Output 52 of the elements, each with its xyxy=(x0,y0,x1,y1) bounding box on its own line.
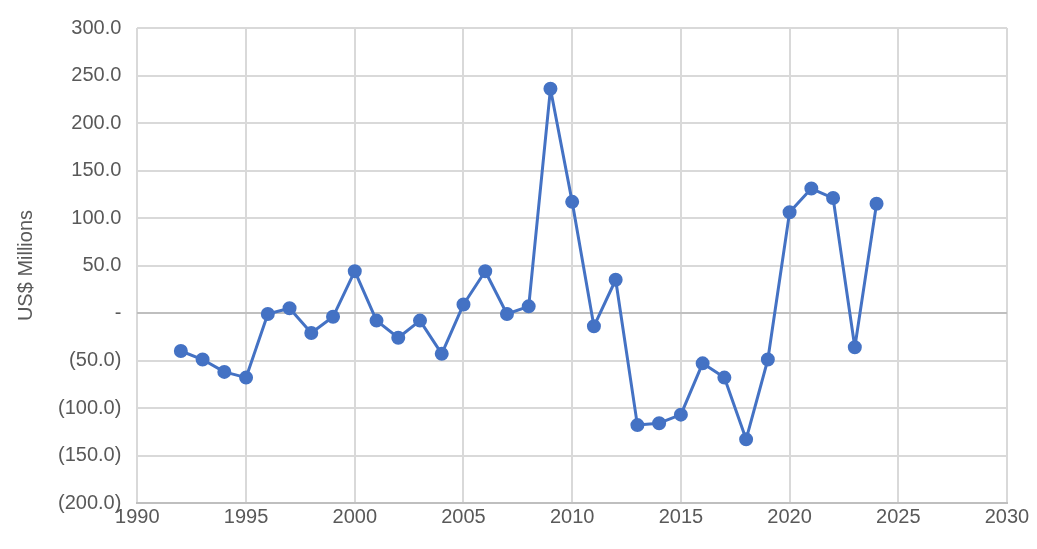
y-tick-label: 300.0 xyxy=(71,15,122,38)
y-tick-label: 150.0 xyxy=(71,158,122,181)
point xyxy=(347,264,362,279)
y-tick-label: 200.0 xyxy=(71,110,122,133)
x-tick-label: 2005 xyxy=(441,504,486,527)
y-tick-label: - xyxy=(114,300,122,323)
point xyxy=(173,344,188,358)
y-tick-label: 100.0 xyxy=(71,205,122,228)
point xyxy=(304,325,319,340)
point xyxy=(478,264,493,279)
y-axis-title: US$ Millions xyxy=(13,209,36,322)
x-tick-label: 2030 xyxy=(984,504,1030,527)
point xyxy=(282,301,297,316)
point xyxy=(456,297,471,312)
x-tick-label: 2010 xyxy=(549,504,595,527)
point xyxy=(739,432,754,447)
point xyxy=(760,352,775,367)
point xyxy=(195,352,210,367)
point xyxy=(695,356,710,371)
y-tick-label: 250.0 xyxy=(71,63,122,86)
point xyxy=(217,364,232,379)
point xyxy=(804,181,819,196)
point xyxy=(652,416,667,431)
point xyxy=(782,205,797,220)
point xyxy=(565,194,580,209)
y-tick-label: (100.0) xyxy=(57,395,122,418)
y-tick-label: (150.0) xyxy=(57,443,122,466)
point xyxy=(673,407,688,422)
point xyxy=(260,306,275,321)
point xyxy=(391,330,406,345)
point xyxy=(499,306,514,321)
point xyxy=(847,340,862,355)
point xyxy=(543,81,558,96)
point xyxy=(586,319,601,334)
point xyxy=(608,272,623,287)
point xyxy=(413,313,427,328)
point xyxy=(717,370,732,385)
point xyxy=(630,418,645,433)
x-tick-label: 2020 xyxy=(767,504,812,527)
point xyxy=(521,299,536,314)
point xyxy=(239,370,254,385)
x-tick-label: 2025 xyxy=(876,504,921,527)
x-tick-label: 2015 xyxy=(658,504,704,527)
point xyxy=(326,309,341,324)
point xyxy=(869,196,884,211)
y-tick-label: (50.0) xyxy=(69,348,122,371)
x-tick-label: 1995 xyxy=(223,504,269,527)
point xyxy=(369,313,384,328)
y-tick-label: 50.0 xyxy=(82,253,122,276)
x-tick-label: 2000 xyxy=(332,504,378,527)
point xyxy=(826,191,841,206)
point xyxy=(434,346,449,361)
